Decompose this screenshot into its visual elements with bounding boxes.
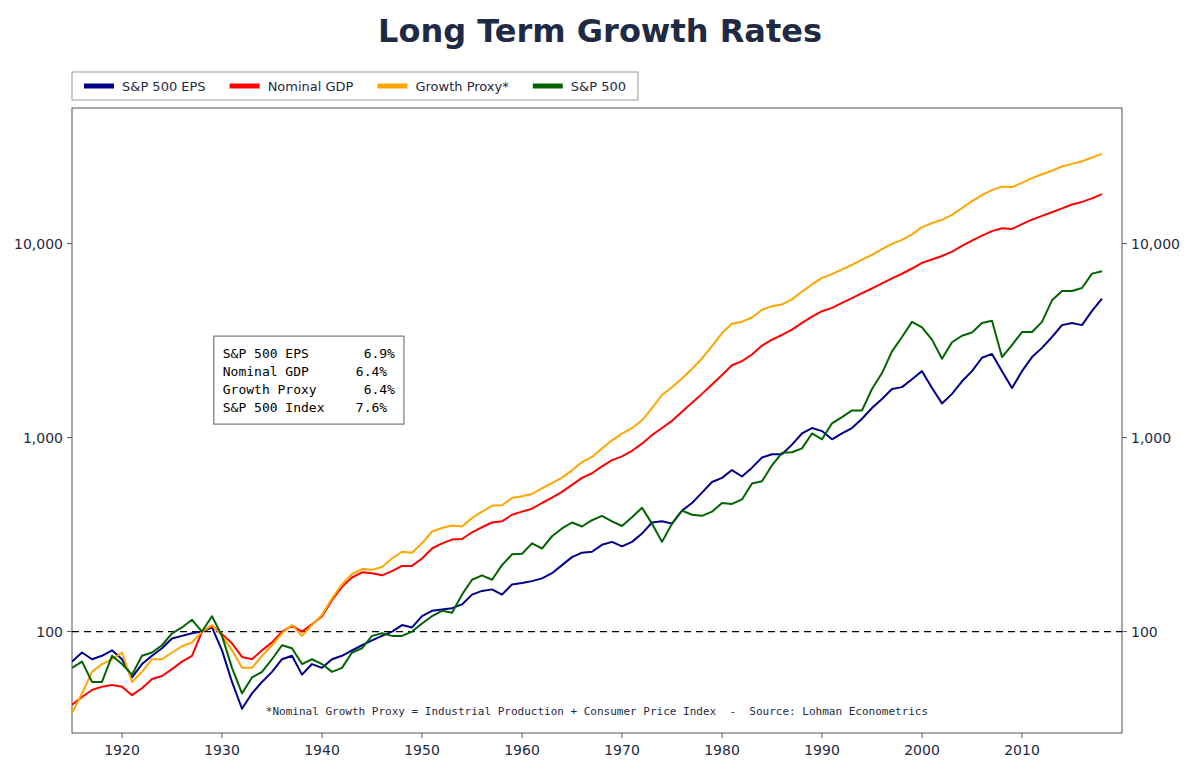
- x-tick-label: 1980: [704, 742, 740, 758]
- reference-line: [72, 631, 1122, 632]
- x-tick-label: 1930: [204, 742, 240, 758]
- legend-label: S&P 500: [571, 79, 626, 94]
- x-tick-label: 1990: [804, 742, 840, 758]
- x-tick: [922, 733, 923, 738]
- legend-swatch: [84, 84, 114, 89]
- x-axis: 1920 1930 1940 1950 1960 1970 1980 1990 2000 2010: [104, 733, 1040, 758]
- title: Long Term Growth Rates: [378, 12, 822, 50]
- x-tick-label: 1920: [104, 742, 140, 758]
- inset-line: Nominal GDP 6.4%: [223, 364, 388, 379]
- legend-swatch: [533, 84, 563, 89]
- legend-label: Growth Proxy*: [415, 79, 509, 94]
- legend-label: S&P 500 EPS: [122, 79, 206, 94]
- series-line: [72, 271, 1102, 693]
- x-tick-label: 1960: [504, 742, 540, 758]
- x-tick: [322, 733, 323, 738]
- x-tick-label: 1970: [604, 742, 640, 758]
- legend-frame: [72, 72, 638, 100]
- y-tick: [67, 243, 72, 244]
- x-tick: [722, 733, 723, 738]
- chart: Long Term Growth Rates192019301940195019…: [0, 0, 1200, 779]
- legend-swatch: [377, 84, 407, 89]
- y-tick: [67, 631, 72, 632]
- x-tick: [222, 733, 223, 738]
- y2-axis: 100 1,000 10,000: [1122, 236, 1180, 640]
- x-tick: [1022, 733, 1023, 738]
- x-tick-label: 1940: [304, 742, 340, 758]
- legend-label: Nominal GDP: [268, 79, 354, 94]
- x-tick: [522, 733, 523, 738]
- y2-tick: [1122, 631, 1127, 632]
- y-tick-label: 100: [36, 624, 63, 640]
- plot-frame: [72, 108, 1122, 733]
- inset-line: Growth Proxy 6.4%: [223, 382, 395, 397]
- y2-tick: [1122, 243, 1127, 244]
- inset-box: [214, 336, 404, 424]
- x-tick: [822, 733, 823, 738]
- plot-area: [72, 154, 1122, 713]
- series-line: [72, 154, 1102, 713]
- x-tick: [122, 733, 123, 738]
- x-tick-label: 1950: [404, 742, 440, 758]
- legend: S&P 500 EPS Nominal GDP Growth Proxy* S&P 5…: [72, 72, 638, 100]
- x-tick-label: 2010: [1004, 742, 1040, 758]
- y-tick-label: 10,000: [14, 236, 63, 252]
- inset-line: S&P 500 EPS 6.9%: [223, 346, 395, 361]
- inset: S&P 500 EPS 6.9% Nominal GDP 6.4% Growth P…: [214, 336, 404, 424]
- x-tick: [422, 733, 423, 738]
- y-tick: [67, 437, 72, 438]
- y2-tick-label: 100: [1131, 624, 1158, 640]
- y2-tick: [1122, 437, 1127, 438]
- inset-line: S&P 500 Index 7.6%: [223, 400, 388, 415]
- y2-tick-label: 10,000: [1131, 236, 1180, 252]
- y-axis: 100 1,000 10,000: [14, 236, 72, 640]
- x-tick: [622, 733, 623, 738]
- y-tick-label: 1,000: [23, 430, 63, 446]
- y2-tick-label: 1,000: [1131, 430, 1171, 446]
- annotation: *Nominal Growth Proxy = Industrial Produ…: [266, 705, 928, 718]
- series-line: [72, 194, 1102, 705]
- x-tick-label: 2000: [904, 742, 940, 758]
- legend-swatch: [230, 84, 260, 89]
